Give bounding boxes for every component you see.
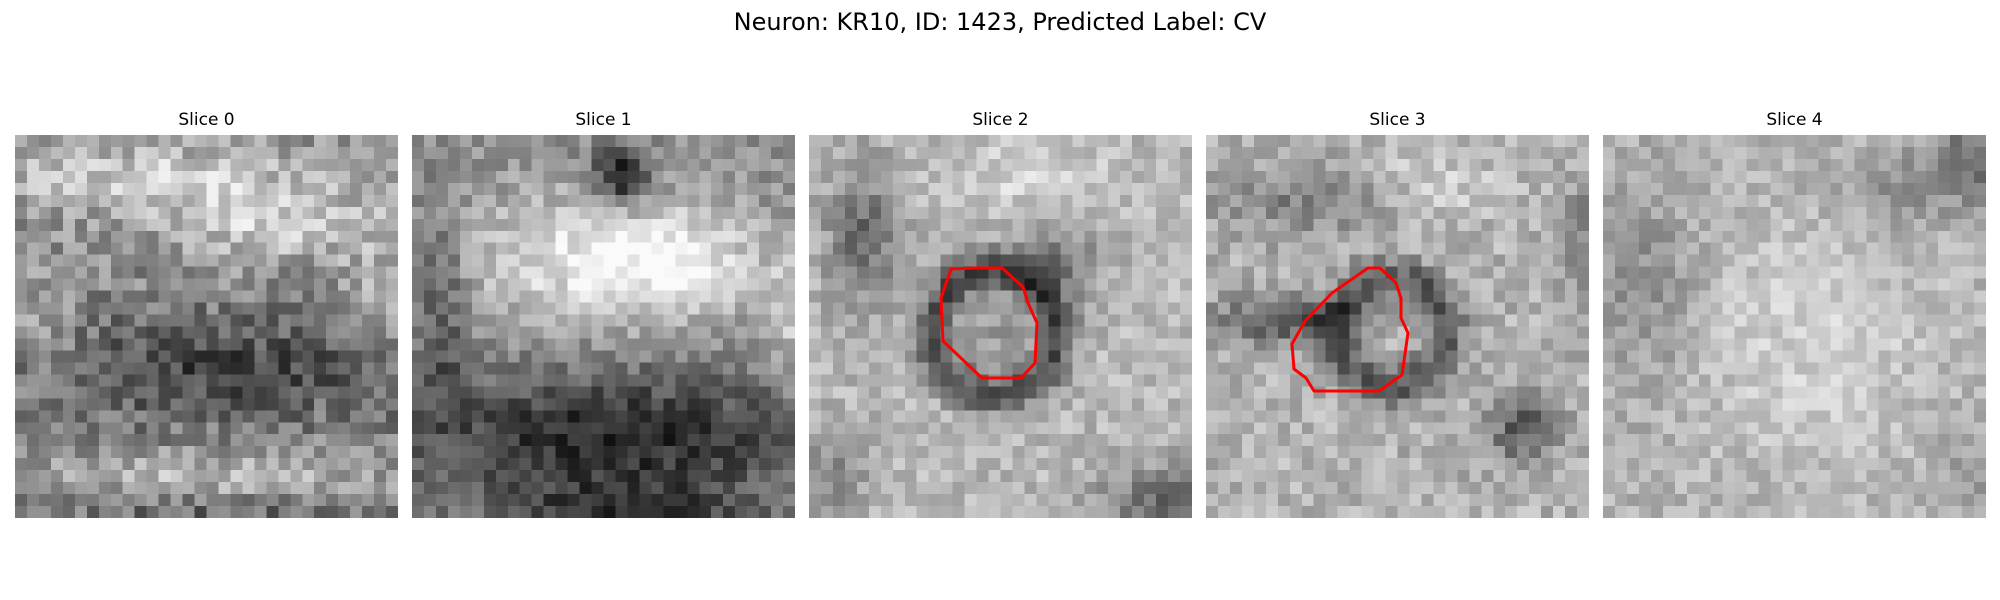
figure-title: Neuron: KR10, ID: 1423, Predicted Label:… [733, 8, 1267, 36]
slice-panel-1: Slice 1 [412, 108, 795, 518]
red-contour [1290, 266, 1410, 393]
slice-image [15, 135, 398, 518]
slice-title: Slice 0 [178, 110, 235, 130]
contour-overlay [939, 266, 1039, 380]
slice-panel-4: Slice 4 [1603, 108, 1986, 518]
slice-panel-0: Slice 0 [15, 108, 398, 518]
slice-panel-2: Slice 2 [809, 108, 1192, 518]
red-contour [939, 266, 1039, 380]
contour-overlay [1290, 266, 1410, 393]
slice-image [412, 135, 795, 518]
slice-title: Slice 3 [1369, 110, 1426, 130]
slice-title: Slice 2 [972, 110, 1029, 130]
slice-image [1603, 135, 1986, 518]
slice-title: Slice 4 [1766, 110, 1823, 130]
slice-panel-3: Slice 3 [1206, 108, 1589, 518]
slice-title: Slice 1 [575, 110, 632, 130]
slice-image [809, 135, 1192, 518]
slice-image [1206, 135, 1589, 518]
